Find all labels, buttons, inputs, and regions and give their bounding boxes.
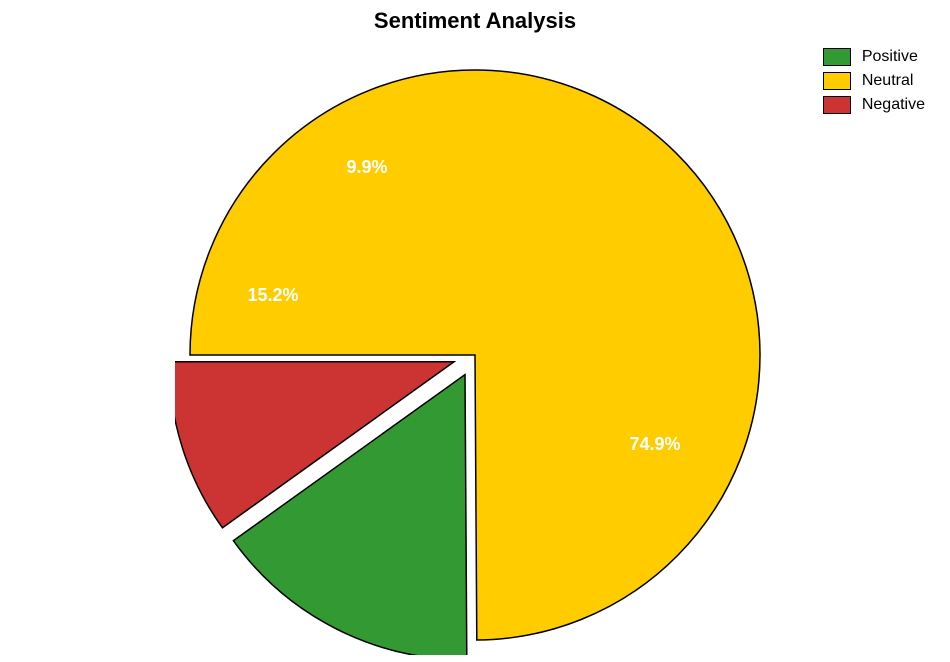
chart-title: Sentiment Analysis xyxy=(0,8,950,34)
legend-item-neutral: Neutral xyxy=(823,72,925,90)
legend-swatch-positive xyxy=(823,48,851,66)
legend-swatch-negative xyxy=(823,96,851,114)
legend-label-negative: Negative xyxy=(862,96,925,114)
pie-chart-container: Sentiment Analysis 74.9% 15.2% 9.9% Positi… xyxy=(0,0,950,662)
legend-item-positive: Positive xyxy=(823,48,925,66)
slice-label-positive: 15.2% xyxy=(247,285,298,305)
legend-swatch-neutral xyxy=(823,72,851,90)
legend-label-neutral: Neutral xyxy=(862,72,914,90)
legend: Positive Neutral Negative xyxy=(823,48,925,120)
legend-item-negative: Negative xyxy=(823,96,925,114)
pie-chart-svg: 74.9% 15.2% 9.9% xyxy=(175,55,775,655)
legend-label-positive: Positive xyxy=(862,48,918,66)
slice-label-neutral: 74.9% xyxy=(629,434,680,454)
slice-label-negative: 9.9% xyxy=(346,157,387,177)
pie-slices-group xyxy=(175,70,760,655)
